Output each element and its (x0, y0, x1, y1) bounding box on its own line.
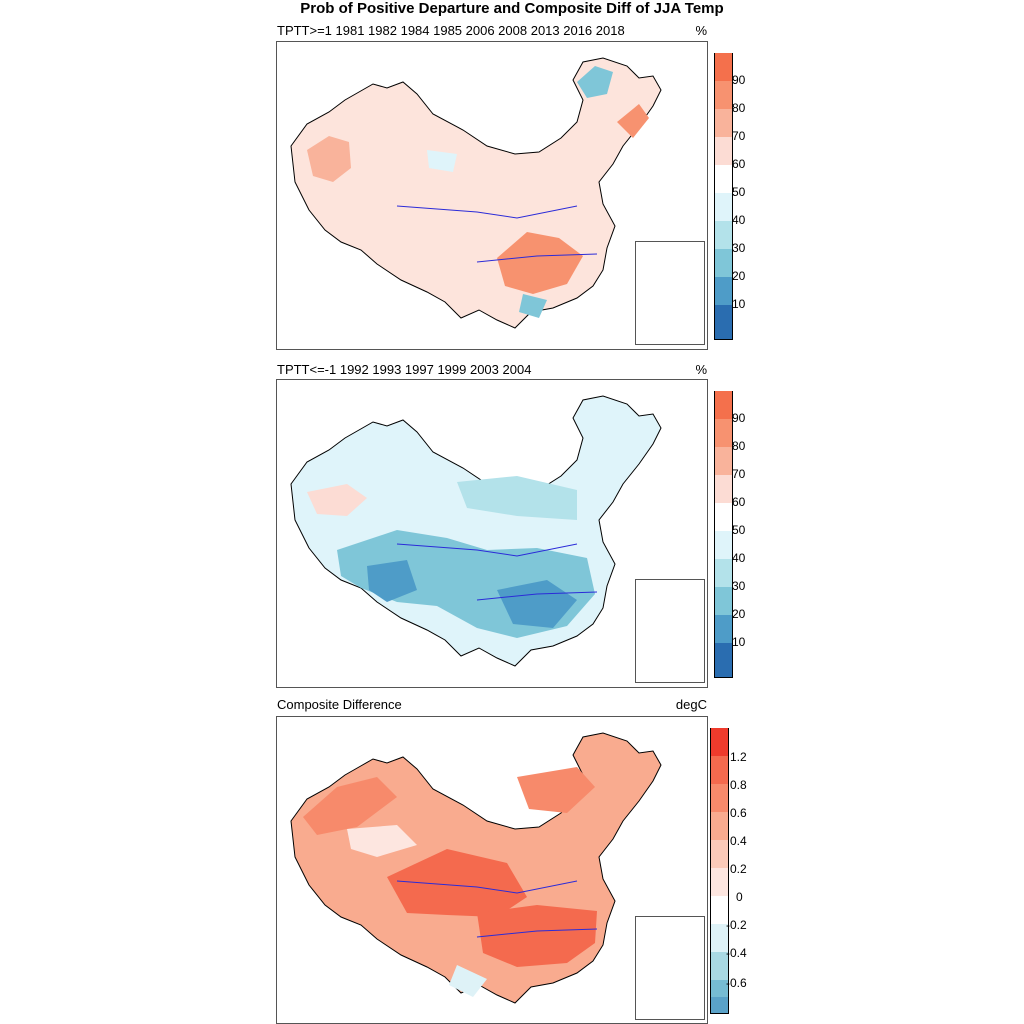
panel1-colorbar-swatch (714, 249, 733, 277)
panel2-colorbar-swatch (714, 643, 733, 678)
panel3-colorbar-swatch (710, 924, 729, 952)
panel3-colorbar-label: 1.2 (730, 750, 747, 764)
panel2-map-svg (290, 395, 662, 667)
panel3-map (276, 716, 708, 1024)
panel1-colorbar-swatch (714, 109, 733, 137)
panel3-colorbar-label: 0.8 (730, 778, 747, 792)
panel2-colorbar-label: 10 (732, 635, 746, 649)
panel2-colorbar-label: 90 (732, 411, 746, 425)
panel2-colorbar-swatch (714, 391, 733, 419)
panel2-colorbar-swatch (714, 587, 733, 615)
panel2-colorbar-label: 20 (732, 607, 746, 621)
panel2-colorbar-label: 70 (732, 467, 746, 481)
panel3-colorbar-label: 0.4 (730, 834, 747, 848)
panel3-colorbar-swatch (710, 728, 729, 756)
panel3-colorbar-label: 0.2 (730, 862, 747, 876)
figure-title: Prob of Positive Departure and Composite… (300, 0, 724, 17)
panel1-colorbar-label: 90 (732, 73, 746, 87)
panel2-colorbar-swatch (714, 615, 733, 643)
panel1-colorbar-swatch (714, 137, 733, 165)
panel3-colorbar-label: -0.4 (726, 946, 747, 960)
panel3-colorbar-label: -0.6 (726, 976, 747, 990)
panel2-colorbar-swatch (714, 559, 733, 587)
panel1-south-china-sea-inset (635, 241, 705, 345)
panel3-colorbar-swatch (710, 812, 729, 840)
panel3-colorbar: 1.2 0.8 0.6 0.4 0.2 0 -0.2 -0.4 -0.6 (710, 728, 760, 1014)
panel3-colorbar-swatch (710, 980, 729, 997)
panel2-colorbar-label: 30 (732, 579, 746, 593)
panel1-map (276, 41, 708, 350)
panel1-colorbar-swatch (714, 221, 733, 249)
panel3-colorbar-label: 0 (736, 890, 743, 904)
panel3-south-china-sea-inset (635, 916, 705, 1020)
panel2-left-label: TPTT<=-1 1992 1993 1997 1999 2003 2004 (277, 362, 532, 377)
panel1-colorbar-label: 50 (732, 185, 746, 199)
panel3-colorbar-swatch (710, 952, 729, 980)
panel1-left-label: TPTT>=1 1981 1982 1984 1985 2006 2008 20… (277, 23, 625, 38)
panel1-unit-label: % (695, 23, 707, 38)
panel1-colorbar-swatch (714, 81, 733, 109)
panel2-colorbar: 90 80 70 60 50 40 30 20 10 (714, 391, 754, 678)
panel2-colorbar-swatch (714, 447, 733, 475)
panel2-colorbar-swatch (714, 419, 733, 447)
panel1-colorbar-label: 20 (732, 269, 746, 283)
panel1-colorbar-swatch (714, 277, 733, 305)
panel2-south-china-sea-inset (635, 579, 705, 683)
panel2-colorbar-swatch (714, 531, 733, 559)
panel3-colorbar-swatch (710, 896, 729, 924)
panel2-colorbar-swatch (714, 503, 733, 531)
panel1-colorbar-label: 10 (732, 297, 746, 311)
panel1-colorbar-label: 60 (732, 157, 746, 171)
panel3-colorbar-swatch (710, 784, 729, 812)
panel1-colorbar: 90 80 70 60 50 40 30 20 10 (714, 53, 754, 340)
panel1-colorbar-swatch (714, 305, 733, 340)
panel3-unit-label: degC (675, 697, 707, 712)
panel1-colorbar-label: 70 (732, 129, 746, 143)
panel2-colorbar-label: 60 (732, 495, 746, 509)
panel3-colorbar-swatch (710, 840, 729, 868)
panel1-colorbar-swatch (714, 193, 733, 221)
panel2-colorbar-label: 40 (732, 551, 746, 565)
panel3-colorbar-label: 0.6 (730, 806, 747, 820)
panel1-colorbar-label: 30 (732, 241, 746, 255)
panel3-map-svg (290, 732, 662, 1004)
panel2-colorbar-label: 80 (732, 439, 746, 453)
panel1-colorbar-swatch (714, 165, 733, 193)
panel1-map-svg (290, 57, 662, 329)
panel3-colorbar-swatch (710, 868, 729, 896)
panel2-map (276, 379, 708, 688)
panel3-colorbar-swatch (710, 756, 729, 784)
panel3-colorbar-label: -0.2 (726, 918, 747, 932)
panel2-colorbar-label: 50 (732, 523, 746, 537)
panel3-left-label: Composite Difference (277, 697, 402, 712)
panel1-colorbar-label: 40 (732, 213, 746, 227)
panel1-colorbar-label: 80 (732, 101, 746, 115)
panel2-unit-label: % (695, 362, 707, 377)
panel1-colorbar-swatch (714, 53, 733, 81)
panel2-colorbar-swatch (714, 475, 733, 503)
panel3-colorbar-swatch (710, 997, 729, 1014)
